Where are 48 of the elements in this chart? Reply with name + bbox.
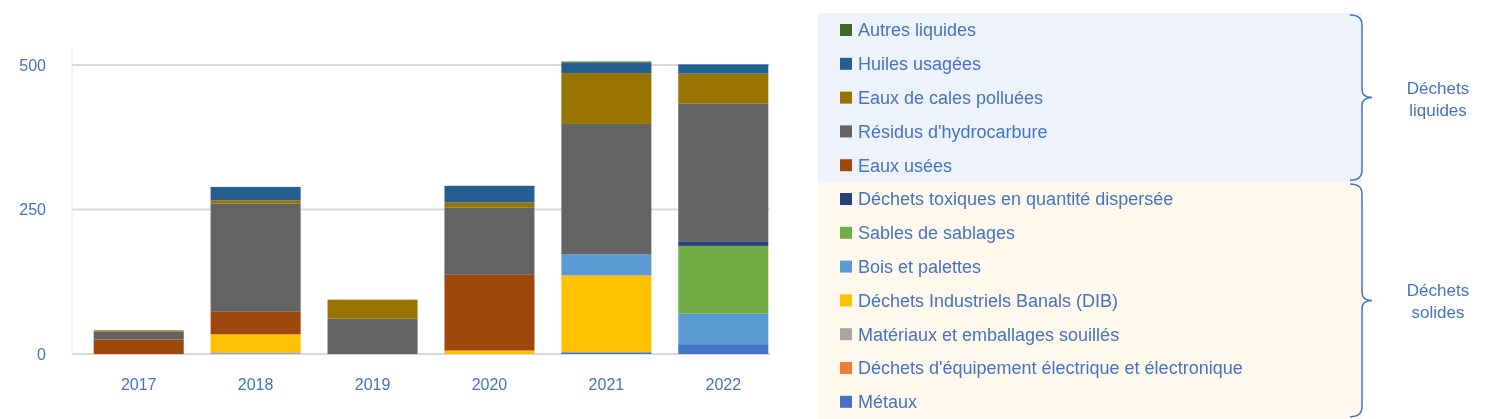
bar (210, 203, 301, 312)
bar (93, 339, 184, 354)
bar (210, 200, 301, 204)
bar (327, 299, 418, 319)
x-tick-label: 2021 (588, 376, 625, 393)
x-tick-label: 2018 (237, 376, 274, 393)
legend-label: Déchets Industriels Banals (DIB) (858, 290, 1119, 311)
legend-label: Eaux de cales polluées (858, 87, 1044, 108)
bar (444, 202, 535, 208)
bar (561, 123, 652, 255)
bar (444, 207, 535, 275)
bar (678, 245, 769, 314)
legend-label: Bois et palettes (858, 256, 982, 277)
y-tick-label: 0 (37, 345, 47, 363)
bar (561, 73, 652, 124)
legend-label: Autres liquides (858, 20, 977, 41)
bar (561, 275, 652, 353)
bar (444, 185, 535, 203)
bar (210, 311, 301, 335)
bar (93, 331, 184, 340)
x-tick-label: 2020 (471, 376, 508, 393)
legend-label: Matériaux et emballages souillés (858, 324, 1120, 345)
legend-label: Eaux usées (858, 155, 953, 176)
bar (678, 241, 769, 246)
bar (561, 62, 652, 74)
bar (444, 274, 535, 351)
bar (678, 73, 769, 104)
legend-label: Résidus d'hydrocarbure (858, 121, 1048, 142)
bar (210, 334, 301, 353)
x-tick-label: 2017 (120, 376, 157, 393)
bar (561, 254, 652, 276)
bar (678, 64, 769, 74)
legend-label: Sables de sablages (858, 223, 1016, 244)
bar (678, 103, 769, 242)
legend-label: Déchets toxiques en quantité dispersée (858, 189, 1174, 210)
bar (210, 186, 301, 201)
bar (678, 344, 769, 354)
bar (327, 318, 418, 354)
legend-label: Huiles usagées (858, 54, 982, 75)
legend-label: Déchets d'équipement électrique et électronique (858, 358, 1243, 379)
text: Déchets liquides (1406, 78, 1470, 120)
y-tick-label: 500 (19, 56, 47, 74)
x-tick-label: 2022 (705, 376, 742, 393)
text: Déchets solides (1406, 281, 1470, 323)
legend-label: Métaux (858, 392, 918, 413)
y-tick-label: 250 (19, 201, 47, 219)
bar (678, 313, 769, 345)
x-tick-label: 2019 (354, 376, 391, 393)
